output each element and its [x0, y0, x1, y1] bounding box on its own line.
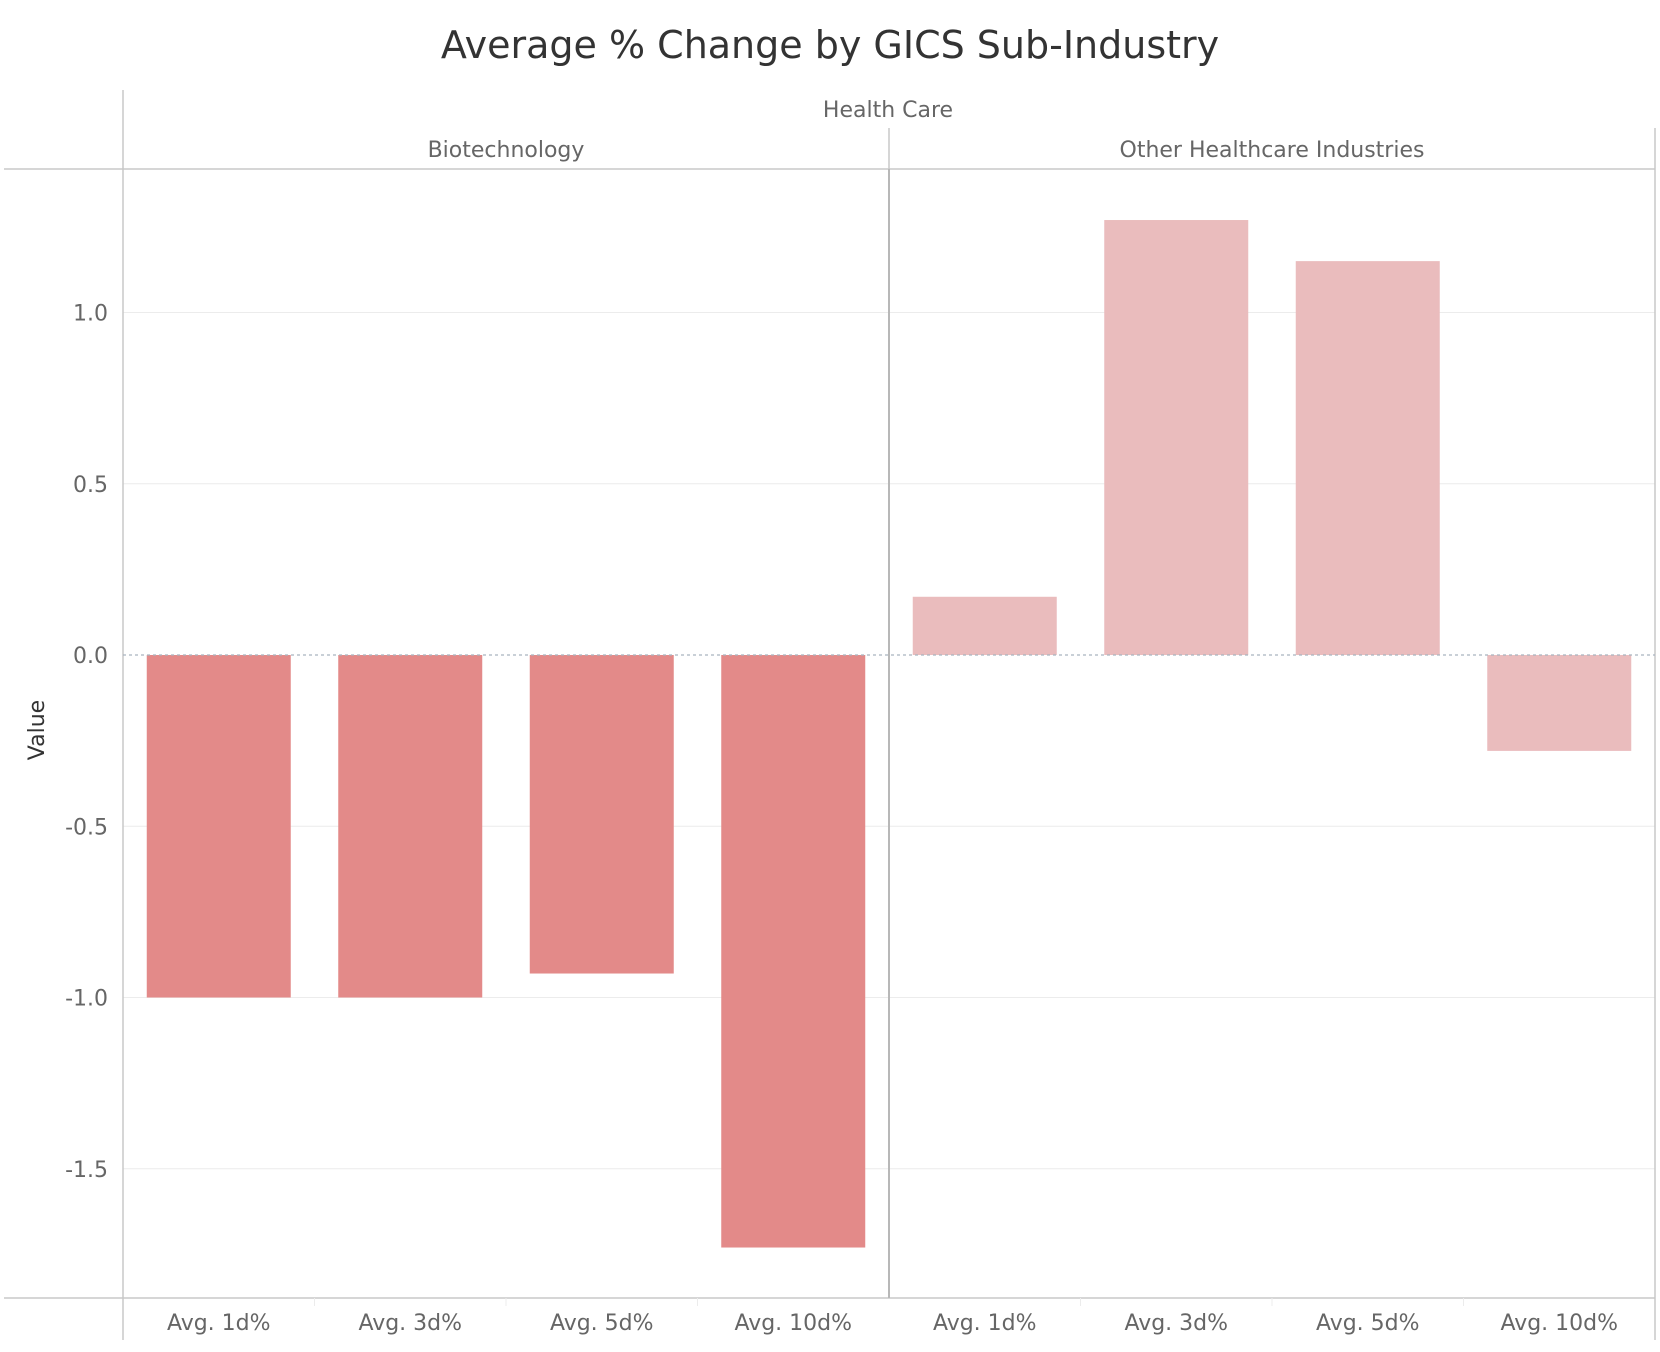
y-tick-label: -1.5	[65, 1158, 108, 1183]
bar	[338, 655, 483, 998]
bar	[912, 596, 1057, 655]
bar	[1104, 220, 1249, 655]
plot-area: 1.0 0.5 0.0 -0.5 -1.0 -1.5 Biotechnology Avg. 1…	[4, 90, 1656, 1340]
panel-header: Biotechnology	[428, 138, 585, 163]
y-tick-label: 0.5	[73, 473, 108, 498]
group-header-health-care: Health Care	[823, 98, 953, 123]
bar	[529, 655, 674, 974]
y-tick-label: -1.0	[65, 987, 108, 1012]
x-tick-label: Avg. 10d%	[1500, 1311, 1618, 1336]
bar	[721, 655, 866, 1248]
bar	[1487, 655, 1632, 751]
bar	[146, 655, 291, 998]
y-tick-label: 0.0	[73, 644, 108, 669]
panel-header: Other Healthcare Industries	[1120, 138, 1425, 163]
y-axis-title: Value	[25, 700, 50, 760]
x-tick-label: Avg. 1d%	[933, 1311, 1037, 1336]
x-tick-label: Avg. 10d%	[734, 1311, 852, 1336]
x-tick-label: Avg. 3d%	[358, 1311, 462, 1336]
x-tick-label: Avg. 5d%	[1316, 1311, 1420, 1336]
x-tick-label: Avg. 5d%	[550, 1311, 654, 1336]
y-tick-label: -0.5	[65, 815, 108, 840]
y-tick-label: 1.0	[73, 302, 108, 327]
x-tick-label: Avg. 1d%	[167, 1311, 271, 1336]
x-tick-label: Avg. 3d%	[1124, 1311, 1228, 1336]
bar	[1295, 261, 1440, 655]
chart-title: Average % Change by GICS Sub-Industry	[441, 23, 1219, 67]
